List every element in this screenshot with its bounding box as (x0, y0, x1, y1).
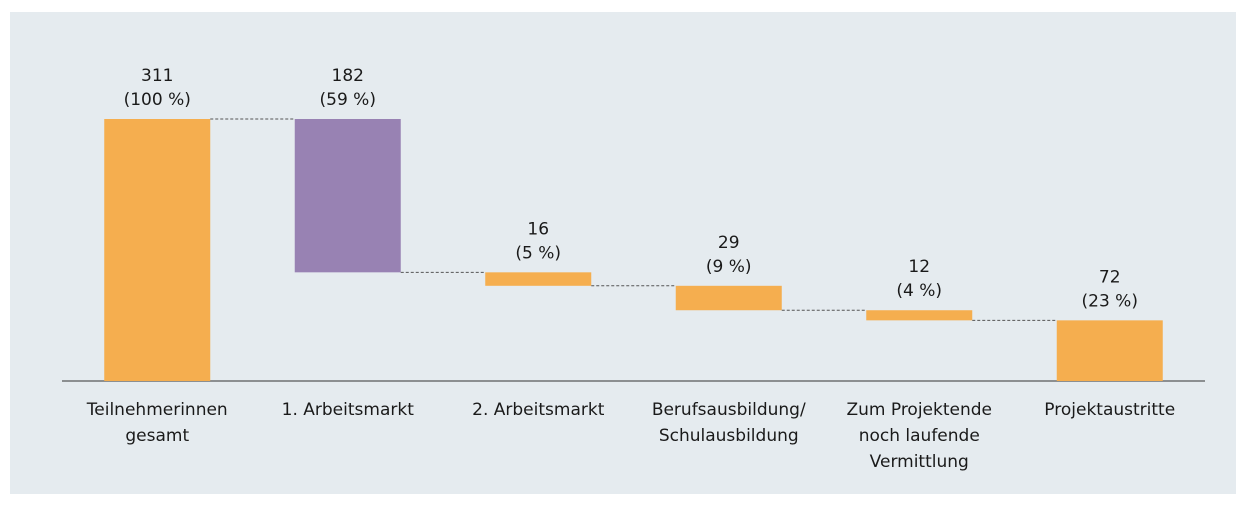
bar (485, 272, 592, 286)
x-tick-label: Vermittlung (870, 452, 969, 472)
value-label: 29 (718, 233, 740, 253)
x-tick-label: 2. Arbeitsmarkt (472, 400, 605, 420)
percent-label: (59 %) (320, 90, 376, 110)
x-tick-label: Berufsausbildung/ (652, 400, 806, 420)
value-label: 182 (332, 66, 364, 86)
x-tick-label: 1. Arbeitsmarkt (282, 400, 415, 420)
value-label: 12 (908, 257, 930, 277)
bar (104, 119, 211, 381)
x-tick-label: Teilnehmerinnen (86, 400, 228, 420)
value-label: 311 (141, 66, 173, 86)
x-tick-label: Zum Projektende (846, 400, 992, 420)
x-tick-label: gesamt (125, 426, 189, 446)
percent-label: (9 %) (706, 257, 752, 277)
x-tick-label: noch laufende (859, 426, 980, 446)
percent-label: (100 %) (124, 90, 191, 110)
percent-label: (4 %) (896, 281, 942, 301)
value-label: 16 (527, 219, 549, 239)
bar (675, 285, 782, 311)
bar (866, 310, 973, 321)
x-tick-label: Schulausbildung (659, 426, 799, 446)
x-tick-label: Projektaustritte (1044, 400, 1175, 420)
bar (294, 119, 401, 273)
percent-label: (5 %) (515, 243, 561, 263)
chart-background (10, 12, 1236, 494)
value-label: 72 (1099, 267, 1121, 287)
percent-label: (23 %) (1082, 291, 1138, 311)
bar (1056, 320, 1163, 381)
